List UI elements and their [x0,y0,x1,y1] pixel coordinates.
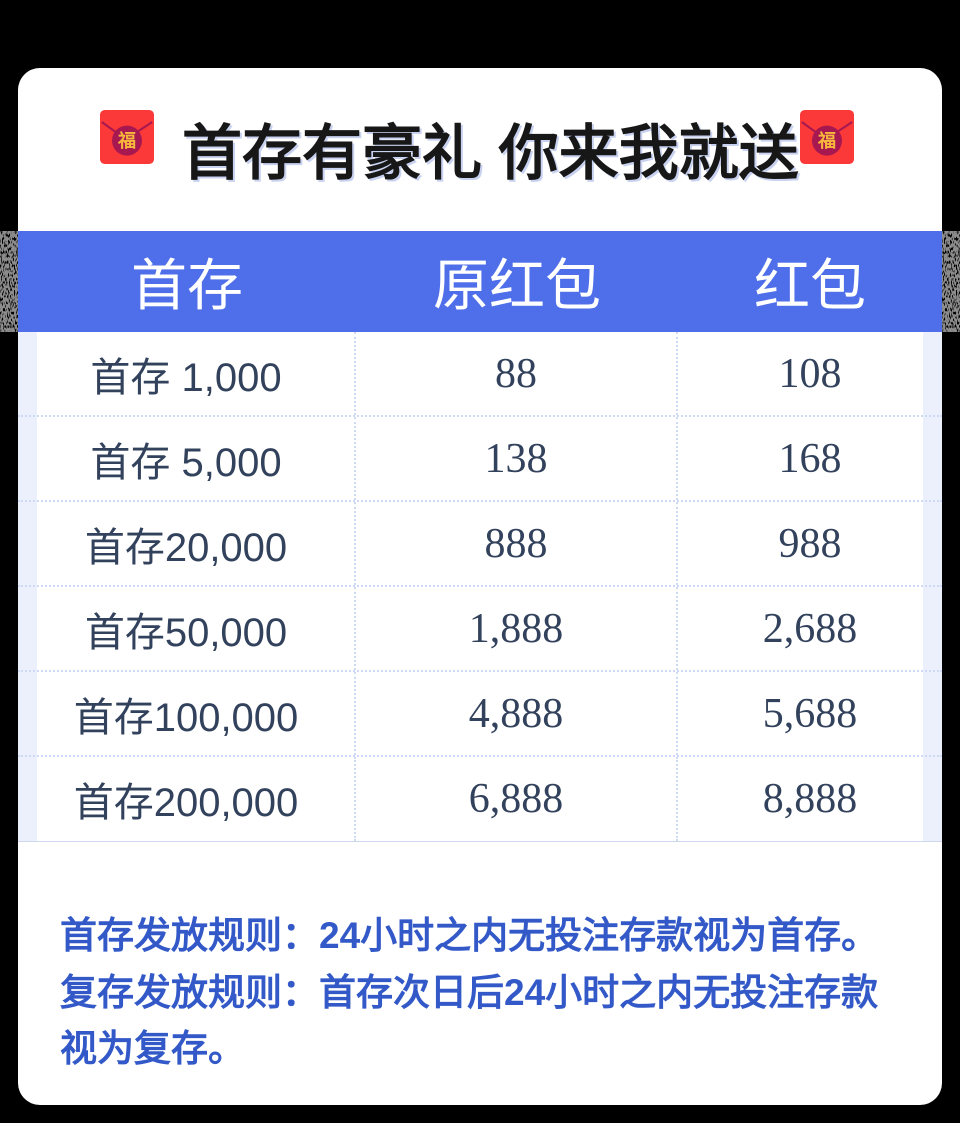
svg-text:福: 福 [117,130,136,151]
svg-text:福: 福 [817,130,836,151]
